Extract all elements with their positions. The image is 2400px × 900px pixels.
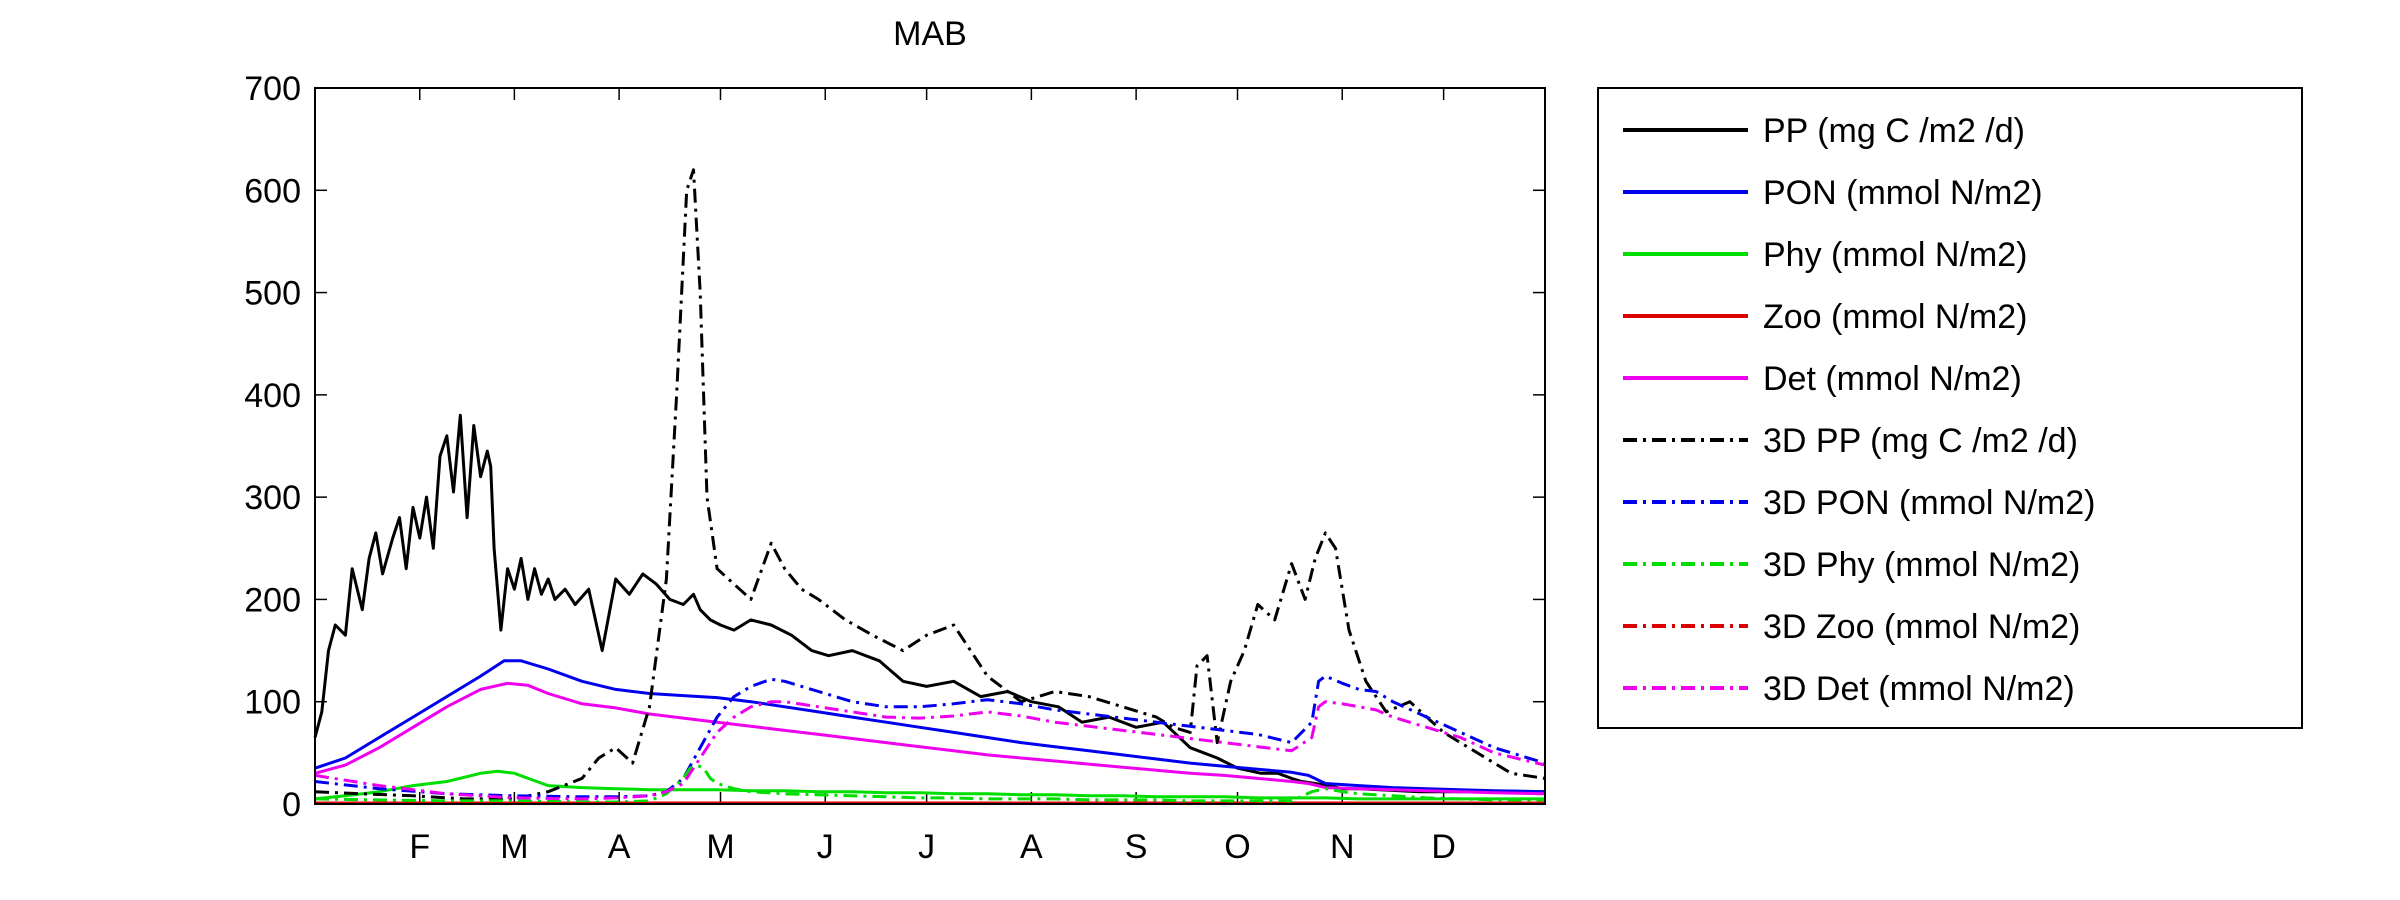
y-tick-label: 200 bbox=[244, 581, 301, 619]
y-tick-label: 500 bbox=[244, 275, 301, 313]
x-tick-label: A bbox=[1020, 828, 1043, 866]
legend: PP (mg C /m2 /d) PON (mmol N/m2) Phy (mmol… bbox=[1597, 87, 2303, 729]
legend-label: 3D PON (mmol N/m2) bbox=[1763, 484, 2095, 522]
x-tick-label: J bbox=[918, 828, 935, 866]
legend-label: Phy (mmol N/m2) bbox=[1763, 236, 2027, 274]
y-tick-label: 100 bbox=[244, 684, 301, 722]
x-tick-label: J bbox=[817, 828, 834, 866]
x-tick-label: D bbox=[1431, 828, 1456, 866]
legend-label: PON (mmol N/m2) bbox=[1763, 174, 2043, 212]
x-tick-label: A bbox=[608, 828, 631, 866]
legend-label: 3D Phy (mmol N/m2) bbox=[1763, 546, 2080, 584]
legend-label: 3D Zoo (mmol N/m2) bbox=[1763, 608, 2080, 646]
legend-label: Det (mmol N/m2) bbox=[1763, 360, 2022, 398]
series-line-3d-pp-mg-c-m2-d bbox=[314, 168, 1546, 801]
y-tick-label: 700 bbox=[244, 70, 301, 108]
y-tick-label: 0 bbox=[282, 786, 301, 824]
chart-title: MAB bbox=[893, 15, 967, 53]
legend-label: Zoo (mmol N/m2) bbox=[1763, 298, 2027, 336]
series-layer bbox=[313, 168, 1546, 805]
series-line-pp-mg-c-m2-d bbox=[313, 413, 1545, 794]
series-line-pon-mmol-n-m2 bbox=[314, 659, 1546, 794]
y-tick-label: 400 bbox=[244, 377, 301, 415]
y-tick-label: 300 bbox=[244, 479, 301, 517]
series-line-phy-mmol-n-m2 bbox=[314, 769, 1545, 801]
legend-label: PP (mg C /m2 /d) bbox=[1763, 112, 2025, 150]
axes-layer: 0 100 200 300 400 500 600 700 F M A M J J A S O N D bbox=[244, 70, 1545, 866]
x-tick-label: N bbox=[1330, 828, 1355, 866]
x-tick-label: M bbox=[706, 828, 734, 866]
series-line-det-mmol-n-m2 bbox=[314, 681, 1546, 796]
x-tick-label: F bbox=[409, 828, 430, 866]
series-line-3d-det-mmol-n-m2 bbox=[314, 700, 1546, 801]
legend-label: 3D PP (mg C /m2 /d) bbox=[1763, 422, 2078, 460]
legend-label: 3D Det (mmol N/m2) bbox=[1763, 670, 2075, 708]
frame-layer bbox=[314, 87, 1546, 805]
x-tick-label: O bbox=[1224, 828, 1250, 866]
x-tick-label: M bbox=[500, 828, 528, 866]
x-tick-label: S bbox=[1125, 828, 1148, 866]
series-line-3d-pon-mmol-n-m2 bbox=[314, 674, 1546, 799]
y-tick-label: 600 bbox=[244, 172, 301, 210]
plot-frame bbox=[314, 87, 1546, 805]
legend-box bbox=[1597, 87, 2303, 729]
